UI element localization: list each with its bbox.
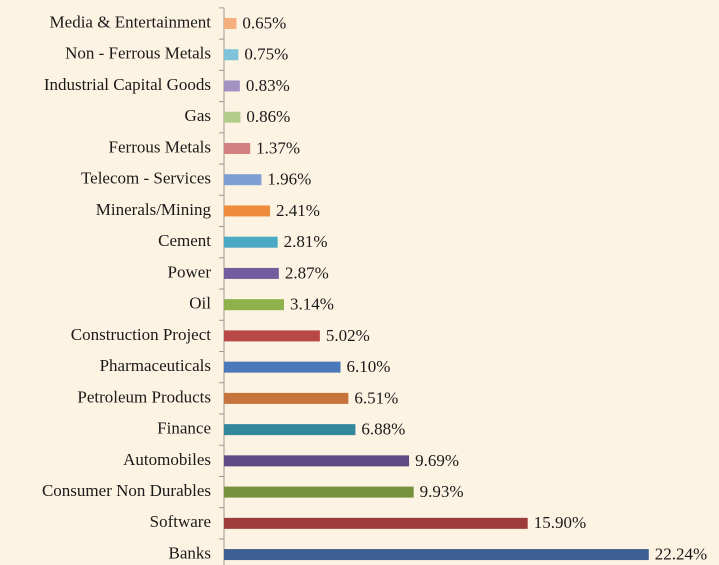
- bar: [224, 455, 410, 467]
- category-label: Gas: [185, 106, 211, 125]
- category-label: Industrial Capital Goods: [44, 75, 211, 94]
- value-label: 2.81%: [284, 232, 328, 251]
- value-label: 9.93%: [420, 482, 464, 501]
- bar: [224, 267, 279, 279]
- bar: [224, 424, 356, 436]
- value-label: 9.69%: [415, 451, 459, 470]
- bar: [224, 18, 237, 29]
- category-label: Ferrous Metals: [109, 137, 211, 156]
- category-label: Power: [168, 262, 212, 281]
- value-label: 5.02%: [326, 326, 370, 345]
- value-label: 6.10%: [347, 357, 391, 376]
- value-label: 6.51%: [354, 388, 398, 407]
- category-label: Oil: [189, 294, 211, 313]
- bar: [224, 486, 414, 498]
- category-label: Consumer Non Durables: [42, 481, 211, 500]
- bar: [224, 49, 239, 61]
- bar: [224, 361, 341, 373]
- bar: [224, 205, 271, 217]
- category-label: Telecom - Services: [81, 169, 211, 188]
- bar: [224, 236, 278, 248]
- bar: [224, 392, 349, 404]
- value-label: 2.41%: [276, 201, 320, 220]
- value-label: 3.14%: [290, 295, 334, 314]
- category-label: Banks: [169, 543, 212, 562]
- bar: [224, 174, 262, 186]
- bar: [224, 299, 284, 311]
- category-label: Construction Project: [71, 325, 212, 344]
- value-label: 1.37%: [256, 138, 300, 157]
- category-label: Media & Entertainment: [50, 12, 212, 31]
- value-label: 0.65%: [242, 13, 286, 32]
- category-label: Finance: [157, 419, 211, 438]
- bar: [224, 549, 649, 561]
- value-label: 0.75%: [244, 45, 288, 64]
- value-label: 0.86%: [246, 107, 290, 126]
- value-label: 2.87%: [285, 263, 329, 282]
- category-label: Minerals/Mining: [96, 200, 212, 219]
- category-label: Non - Ferrous Metals: [65, 44, 211, 63]
- category-label: Pharmaceuticals: [100, 356, 211, 375]
- category-label: Cement: [158, 231, 211, 250]
- value-label: 0.83%: [246, 76, 290, 95]
- bar: [224, 142, 251, 154]
- bar: [224, 80, 240, 92]
- category-label: Automobiles: [123, 450, 211, 469]
- bar: [224, 517, 528, 529]
- value-label: 6.88%: [361, 420, 405, 439]
- bar: [224, 111, 241, 123]
- bar: [224, 330, 320, 342]
- value-label: 22.24%: [655, 544, 707, 563]
- category-label: Software: [150, 512, 211, 531]
- value-label: 1.96%: [267, 170, 311, 189]
- category-label: Petroleum Products: [77, 387, 211, 406]
- value-label: 15.90%: [534, 513, 586, 532]
